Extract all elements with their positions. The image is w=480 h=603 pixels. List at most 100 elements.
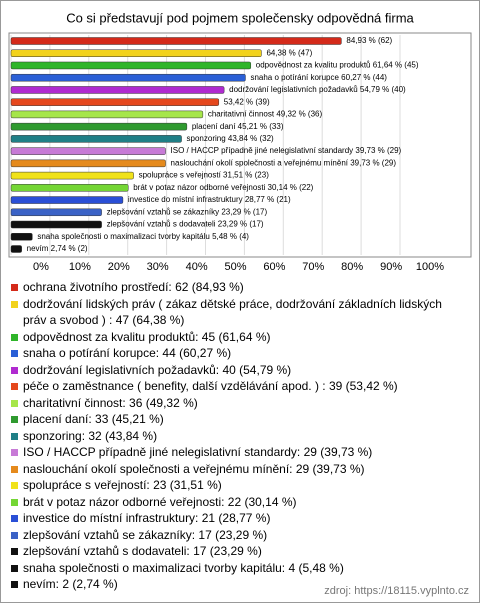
x-tick-label: 10%: [69, 261, 91, 273]
legend-label: brát v potaz názor odborné veřejnosti: 2…: [23, 494, 297, 509]
legend-label: snaha o potírání korupce: 44 (60,27 %): [23, 346, 232, 360]
bar: [10, 98, 220, 106]
x-tick-label: 80%: [341, 261, 363, 273]
legend-item: brát v potaz názor odborné veřejnosti: 2…: [11, 494, 466, 511]
legend-label: ochrana životního prostředí: 62 (84,93 %…: [23, 280, 244, 294]
bar: [10, 233, 33, 241]
x-tick-label: 50%: [224, 261, 246, 273]
legend-item: investice do místní infrastruktury: 21 (…: [11, 510, 466, 527]
legend-swatch: [11, 531, 18, 539]
legend-label: dodržování legislativních požadavků: 40 …: [23, 362, 292, 377]
x-tick-label: 90%: [380, 261, 402, 273]
legend-item: snaha společnosti o maximalizaci tvorby …: [11, 560, 466, 577]
legend-item: péče o zaměstnance ( benefity, další vzd…: [11, 378, 466, 395]
legend-item: nevím: 2 (2,74 %): [11, 576, 466, 593]
value-label: investice do místní infrastruktury 28,77…: [128, 195, 291, 204]
legend-label: charitativní činnost: 36 (49,32 %): [23, 395, 198, 410]
legend-item: odpovědnost za kvalitu produktů: 45 (61,…: [11, 329, 466, 346]
bar: [10, 49, 262, 57]
legend-label: nevím: 2 (2,74 %): [23, 577, 118, 591]
chart-title: Co si představují pod pojmem společensky…: [66, 10, 414, 25]
source: zdroj: https://18115.vyplnto.cz: [324, 585, 469, 597]
bar: [10, 37, 342, 45]
bar: [10, 86, 225, 94]
legend-swatch: [11, 482, 18, 489]
bar: [10, 147, 166, 155]
legend-swatch: [11, 449, 18, 456]
legend-swatch: [11, 399, 18, 407]
legend-swatch: [11, 366, 18, 374]
legend-swatch: [11, 548, 18, 555]
value-label: sponzoring 43,84 % (32): [187, 134, 275, 143]
value-label: snaha společnosti o maximalizaci tvorby …: [37, 232, 249, 241]
value-label: zlepšování vztahů se zákazníky 23,29 % (…: [107, 207, 268, 216]
legend-swatch: [11, 465, 18, 473]
value-label: snaha o potírání korupce 60,27 % (44): [250, 73, 387, 82]
legend-swatch: [11, 383, 18, 390]
value-label: brát v potaz názor odborné veřejnosti 30…: [133, 183, 313, 192]
value-label: naslouchání okolí společnosti a veřejném…: [171, 158, 397, 167]
legend-swatch: [11, 498, 18, 506]
legend-item: ochrana životního prostředí: 62 (84,93 %…: [11, 279, 466, 296]
legend-swatch: [11, 350, 18, 357]
legend-label: naslouchání okolí společnosti a veřejném…: [23, 461, 365, 476]
x-tick-label: 100%: [416, 261, 444, 273]
bar: [10, 171, 134, 180]
x-tick-label: 20%: [108, 261, 130, 273]
legend-swatch: [11, 515, 18, 522]
legend-item: sponzoring: 32 (43,84 %): [11, 428, 466, 445]
x-tick-label: 70%: [302, 261, 324, 273]
legend-swatch: [11, 300, 18, 308]
legend-item: charitativní činnost: 36 (49,32 %): [11, 395, 466, 412]
legend-item: zlepšování vztahů s dodavateli: 17 (23,2…: [11, 543, 466, 560]
value-label: charitativní činnost 49,32 % (36): [208, 110, 323, 119]
legend-label: péče o zaměstnance ( benefity, další vzd…: [23, 379, 398, 393]
legend: ochrana životního prostředí: 62 (84,93 %…: [11, 279, 466, 593]
legend-item: ISO / HACCP případně jiné nelegislativní…: [11, 444, 466, 461]
value-label: spolupráce s veřejností 31,51 % (23): [139, 171, 270, 180]
legend-label: dodržování lidských práv ( zákaz dětské …: [23, 296, 442, 328]
value-label: 53,42 % (39): [224, 97, 270, 106]
bar: [10, 122, 188, 131]
x-tick-label: 40%: [186, 261, 208, 273]
chart: Co si představují pod pojmem společensky…: [8, 10, 472, 273]
bar: [10, 184, 129, 192]
legend-label: sponzoring: 32 (43,84 %): [23, 428, 158, 443]
value-label: dodržování legislativních požadavků 54,7…: [229, 85, 406, 94]
bar: [10, 61, 252, 70]
legend-swatch: [11, 581, 18, 588]
x-tick-label: 30%: [147, 261, 169, 273]
value-label: odpovědnost za kvalitu produktů 61,64 % …: [256, 61, 419, 70]
bar: [10, 73, 246, 82]
value-label: zlepšování vztahů s dodavateli 23,29 % (…: [107, 220, 264, 229]
legend-label: odpovědnost za kvalitu produktů: 45 (61,…: [23, 329, 271, 344]
legend-label: spolupráce s veřejností: 23 (31,51 %): [23, 478, 222, 492]
legend-item: dodržování lidských práv ( zákaz dětské …: [11, 296, 466, 329]
bar: [10, 135, 182, 143]
legend-item: dodržování legislativních požadavků: 40 …: [11, 362, 466, 379]
bar: [10, 220, 102, 229]
legend-swatch: [11, 333, 18, 341]
legend-item: naslouchání okolí společnosti a veřejném…: [11, 461, 466, 478]
value-label: nevím 2,74 % (2): [27, 244, 88, 253]
legend-item: spolupráce s veřejností: 23 (31,51 %): [11, 477, 466, 494]
legend-label: snaha společnosti o maximalizaci tvorby …: [23, 560, 344, 575]
bar: [10, 110, 204, 119]
legend-item: zlepšování vztahů se zákazníky: 17 (23,2…: [11, 527, 466, 544]
legend-item: snaha o potírání korupce: 44 (60,27 %): [11, 345, 466, 362]
bar: [10, 208, 102, 217]
value-label: ISO / HACCP případně jiné nelegislativní…: [171, 146, 402, 155]
value-label: placení daní 45,21 % (33): [192, 122, 284, 131]
x-tick-label: 60%: [263, 261, 285, 273]
value-label: 64,38 % (47): [266, 48, 312, 57]
legend-swatch: [11, 284, 18, 291]
legend-label: zlepšování vztahů s dodavateli: 17 (23,2…: [23, 544, 262, 558]
x-tick-label: 0%: [33, 261, 49, 273]
bar: [10, 196, 124, 204]
value-label: 84,93 % (62): [346, 36, 392, 45]
legend-item: placení daní: 33 (45,21 %): [11, 411, 466, 428]
bar: [10, 245, 22, 253]
legend-swatch: [11, 564, 18, 572]
legend-label: placení daní: 33 (45,21 %): [23, 412, 164, 426]
